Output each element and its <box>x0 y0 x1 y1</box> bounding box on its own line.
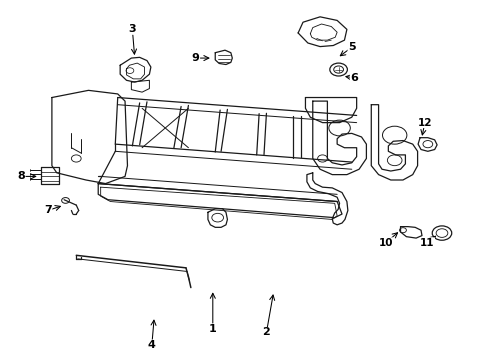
Text: 4: 4 <box>147 340 156 350</box>
Text: 5: 5 <box>347 42 355 52</box>
Text: 11: 11 <box>419 238 434 248</box>
Text: 8: 8 <box>17 171 25 181</box>
Text: 6: 6 <box>349 73 357 83</box>
Text: 12: 12 <box>417 118 431 128</box>
Text: 2: 2 <box>262 327 270 337</box>
Text: 3: 3 <box>128 24 136 35</box>
Text: 9: 9 <box>191 53 199 63</box>
Text: 10: 10 <box>378 238 392 248</box>
Text: 7: 7 <box>44 206 52 216</box>
Text: 1: 1 <box>208 324 216 334</box>
